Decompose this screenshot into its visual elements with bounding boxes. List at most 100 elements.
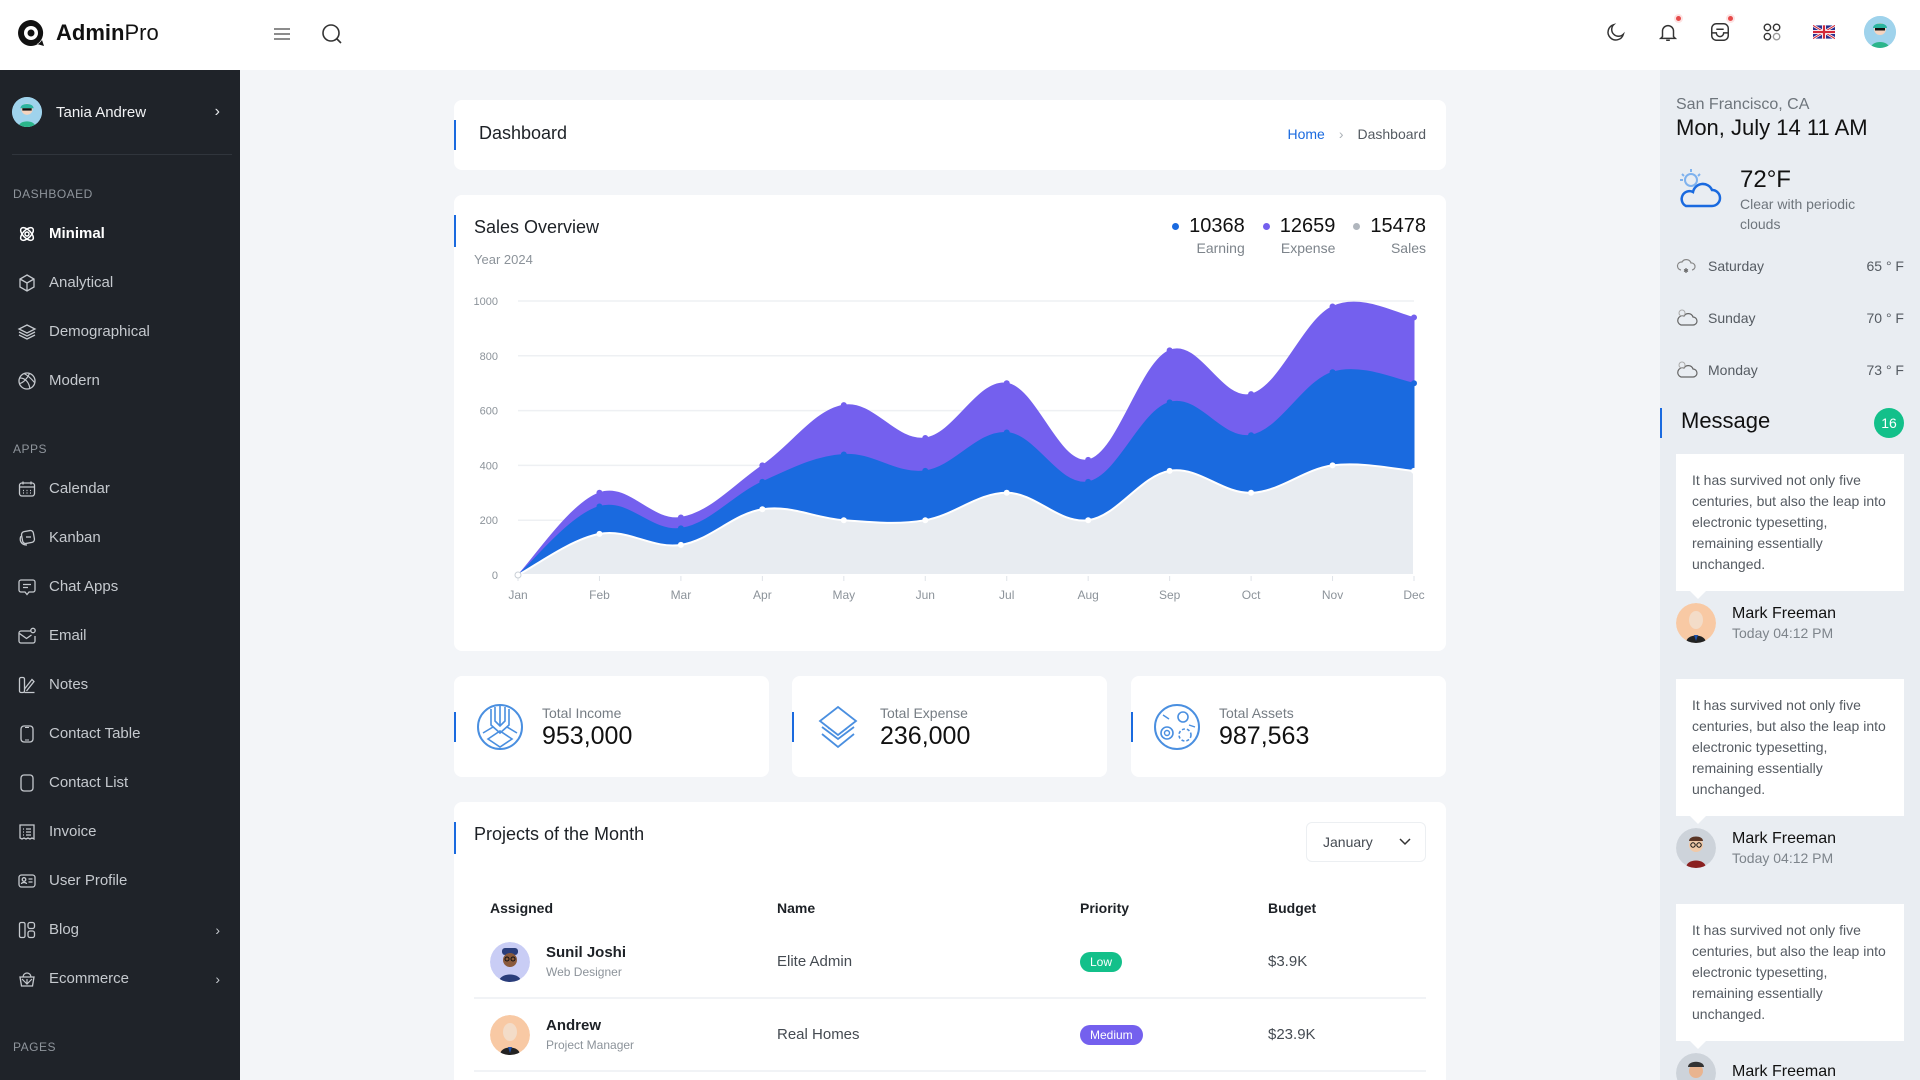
sidebar-item-chat-apps[interactable]: Chat Apps bbox=[0, 562, 240, 611]
breadcrumb: Home › Dashboard bbox=[1287, 126, 1426, 142]
assignee-role: Web Designer bbox=[546, 965, 622, 979]
message-text: It has survived not only five centuries,… bbox=[1676, 454, 1904, 599]
cloud-icon bbox=[1677, 309, 1698, 326]
chevron-down-icon bbox=[1399, 838, 1411, 846]
message-time: Today 04:12 PM bbox=[1732, 625, 1834, 641]
stat-card-total-assets: Total Assets 987,563 bbox=[1131, 676, 1446, 777]
accent-bar bbox=[454, 215, 456, 247]
income-icon bbox=[477, 704, 523, 750]
legend-sales[interactable]: 15478 Sales bbox=[1353, 215, 1426, 256]
weather-location: San Francisco, CA bbox=[1676, 96, 1810, 113]
sidebar-user-profile[interactable]: Tania Andrew › bbox=[12, 70, 232, 155]
atom-icon bbox=[19, 226, 35, 241]
message-time: Today 04:12 PM bbox=[1732, 850, 1834, 866]
legend-dot-icon bbox=[1353, 223, 1361, 230]
layers-expense-icon bbox=[818, 705, 858, 749]
sidebar-item-kanban[interactable]: Kanban bbox=[0, 513, 240, 562]
sales-area-chart[interactable]: 0 200 400 600 800 1000 Jan Feb Mar Apr May Jun Jul Au… bbox=[454, 195, 1446, 651]
sidebar-item-analytical[interactable]: Analytical bbox=[0, 258, 240, 307]
page-title: Dashboard bbox=[479, 123, 568, 143]
messages-header: Message 16 bbox=[1660, 408, 1920, 438]
project-name: Real Homes bbox=[777, 1026, 860, 1043]
sidebar-item-contact-list[interactable]: Contact List bbox=[0, 758, 240, 807]
svg-text:Mar: Mar bbox=[671, 588, 692, 602]
message-item[interactable]: It has survived not only five centuries,… bbox=[1676, 454, 1904, 643]
projects-card: Projects of the Month January Assigned N… bbox=[454, 802, 1446, 1080]
brand-logo[interactable]: AdminPro bbox=[16, 18, 159, 48]
message-text: It has survived not only five centuries,… bbox=[1676, 904, 1904, 1049]
legend-earning[interactable]: 10368 Earning bbox=[1172, 215, 1245, 256]
sidebar-item-blog[interactable]: Blog › bbox=[0, 905, 240, 954]
inbox-icon[interactable] bbox=[1708, 16, 1733, 44]
breadcrumb-separator-icon: › bbox=[1338, 126, 1344, 142]
user-avatar[interactable] bbox=[1864, 16, 1896, 48]
moon-icon[interactable] bbox=[1604, 20, 1628, 44]
forecast-row: Saturday 65 ° F bbox=[1676, 256, 1904, 276]
col-header-name: Name bbox=[777, 900, 816, 916]
sidebar-item-contact-table[interactable]: Contact Table bbox=[0, 709, 240, 758]
priority-badge: Low bbox=[1080, 951, 1123, 972]
assignee-name: Sunil Joshi bbox=[546, 944, 627, 961]
projects-title: Projects of the Month bbox=[474, 824, 645, 844]
breadcrumb-home-link[interactable]: Home bbox=[1287, 126, 1325, 142]
svg-text:1000: 1000 bbox=[474, 296, 498, 308]
cube-icon bbox=[19, 273, 35, 292]
sidebar-user-name: Tania Andrew bbox=[56, 103, 147, 121]
apps-icon[interactable] bbox=[1760, 20, 1784, 44]
legend-expense[interactable]: 12659 Expense bbox=[1262, 215, 1335, 256]
chat-icon bbox=[18, 578, 36, 596]
invoice-icon bbox=[19, 823, 35, 840]
svg-text:Nov: Nov bbox=[1322, 588, 1343, 602]
svg-text:600: 600 bbox=[480, 406, 498, 418]
calendar-icon bbox=[18, 481, 36, 497]
sidebar-item-calendar[interactable]: Calendar bbox=[0, 464, 240, 513]
message-item[interactable]: It has survived not only five centuries,… bbox=[1676, 904, 1904, 1080]
sales-overview-title: Sales Overview bbox=[474, 217, 600, 237]
month-select[interactable]: January bbox=[1306, 822, 1426, 862]
sidebar-item-minimal[interactable]: Minimal bbox=[0, 209, 240, 258]
kanban-icon bbox=[19, 529, 36, 546]
project-budget: $3.9K bbox=[1268, 953, 1308, 970]
stat-card-total-expense: Total Expense 236,000 bbox=[792, 676, 1107, 777]
assignee-name: Andrew bbox=[546, 1017, 602, 1034]
projects-table: Assigned Name Priority Budget Sunil Josh… bbox=[474, 890, 1426, 1072]
notification-dot bbox=[1728, 16, 1733, 21]
priority-badge: Medium bbox=[1080, 1024, 1143, 1045]
svg-text:May: May bbox=[832, 588, 855, 602]
search-icon[interactable] bbox=[320, 22, 344, 46]
layers-icon bbox=[17, 323, 37, 340]
bell-icon[interactable] bbox=[1656, 16, 1681, 44]
blog-icon bbox=[18, 921, 36, 938]
uk-flag-icon[interactable] bbox=[1812, 20, 1836, 44]
phone-icon bbox=[20, 773, 34, 792]
message-text: It has survived not only five centuries,… bbox=[1676, 679, 1904, 824]
sidebar-item-user-profile[interactable]: User Profile bbox=[0, 856, 240, 905]
sidebar-item-demographical[interactable]: Demographical bbox=[0, 307, 240, 356]
sidebar-item-invoice[interactable]: Invoice bbox=[0, 807, 240, 856]
sidebar-item-notes[interactable]: Notes bbox=[0, 660, 240, 709]
svg-text:Feb: Feb bbox=[589, 588, 610, 602]
avatar bbox=[1676, 603, 1716, 643]
message-author: Mark Freeman bbox=[1732, 605, 1837, 622]
accent-bar bbox=[454, 120, 456, 150]
sidebar-item-modern[interactable]: Modern bbox=[0, 356, 240, 405]
notes-icon bbox=[18, 676, 35, 693]
sales-overview-subtitle: Year 2024 bbox=[474, 252, 533, 267]
table-row[interactable]: Andrew Project Manager Real Homes Medium… bbox=[474, 999, 1426, 1072]
email-icon bbox=[18, 627, 36, 644]
brand-name: AdminPro bbox=[56, 20, 159, 45]
notification-dot bbox=[1676, 16, 1681, 21]
menu-icon[interactable] bbox=[270, 22, 294, 46]
table-row[interactable]: Sunil Joshi Web Designer Elite Admin Low… bbox=[474, 926, 1426, 999]
avatar bbox=[490, 1014, 530, 1055]
avatar bbox=[490, 941, 530, 982]
messages-title: Message bbox=[1681, 408, 1771, 433]
message-item[interactable]: It has survived not only five centuries,… bbox=[1676, 679, 1904, 868]
sidebar-item-ecommerce[interactable]: Ecommerce › bbox=[0, 954, 240, 1003]
partly-cloudy-icon bbox=[1680, 169, 1722, 208]
accent-bar bbox=[454, 822, 456, 854]
col-header-budget: Budget bbox=[1268, 900, 1317, 916]
sidebar-item-email[interactable]: Email bbox=[0, 611, 240, 660]
svg-text:800: 800 bbox=[480, 351, 498, 363]
accent-bar bbox=[454, 712, 456, 742]
